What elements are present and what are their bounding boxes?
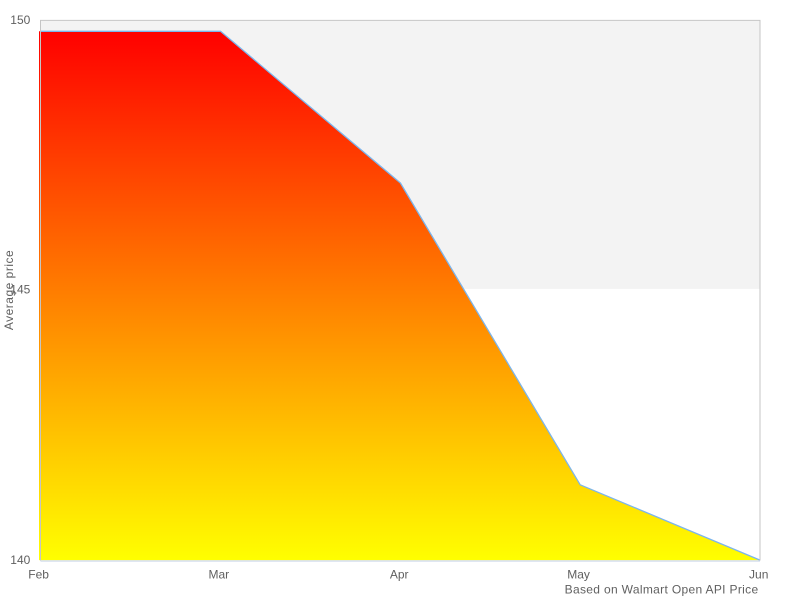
svg-text:Feb: Feb <box>28 568 49 582</box>
svg-text:145: 145 <box>10 282 30 296</box>
svg-text:Average price: Average price <box>2 250 16 330</box>
svg-text:Based on Walmart Open API Pric: Based on Walmart Open API Price <box>565 583 759 597</box>
svg-text:150: 150 <box>10 13 30 27</box>
svg-text:Mar: Mar <box>208 568 229 582</box>
svg-text:140: 140 <box>10 553 30 567</box>
svg-text:Jun: Jun <box>749 568 768 582</box>
svg-text:May: May <box>567 568 590 582</box>
svg-text:Apr: Apr <box>390 568 409 582</box>
